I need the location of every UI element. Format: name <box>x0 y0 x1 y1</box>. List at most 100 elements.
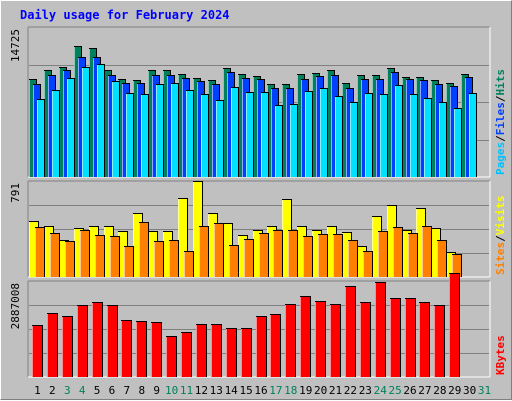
bar-body <box>229 245 239 277</box>
bar-body <box>136 321 147 377</box>
bar <box>261 92 269 177</box>
bar-body <box>259 233 269 277</box>
bar-body <box>300 296 311 377</box>
bar-body <box>345 286 356 377</box>
bar <box>126 93 134 177</box>
bar-body <box>52 90 60 177</box>
bar-body <box>261 92 269 177</box>
bar-body <box>390 298 401 377</box>
bar <box>345 286 356 377</box>
bar <box>288 230 298 277</box>
bar <box>335 96 343 177</box>
x-tick-label: 30 <box>463 384 476 397</box>
bar <box>141 94 149 177</box>
bar <box>422 226 432 277</box>
bar-body <box>141 94 149 177</box>
bar-body <box>82 67 90 177</box>
bar-body <box>315 301 326 377</box>
bar <box>92 302 103 377</box>
bar-body <box>89 226 99 277</box>
x-tick-label: 8 <box>138 384 145 397</box>
bar-body <box>65 241 75 277</box>
bar <box>171 83 179 177</box>
bar-body <box>223 223 233 277</box>
bar-body <box>439 102 447 177</box>
bar-body <box>92 302 103 377</box>
bar <box>350 102 358 177</box>
bar <box>434 305 445 377</box>
y-tick-label: 791 <box>9 183 22 203</box>
bar <box>112 81 120 177</box>
bar-body <box>80 230 90 277</box>
bar-body <box>238 235 248 277</box>
bar-body <box>29 221 39 277</box>
bar <box>201 94 209 177</box>
bar-body <box>211 324 222 377</box>
x-tick-label: 5 <box>94 384 101 397</box>
bar-body <box>186 90 194 177</box>
bar <box>305 91 313 177</box>
bar <box>62 316 73 377</box>
bar <box>226 328 237 377</box>
x-tick-label: 12 <box>195 384 208 397</box>
bar <box>405 298 416 377</box>
bar <box>151 322 162 377</box>
bar-body <box>32 325 43 377</box>
bar-body <box>452 254 462 277</box>
bar <box>154 241 164 277</box>
bar-body <box>169 240 179 277</box>
bar-body <box>107 305 118 377</box>
legend-entry: Files <box>494 102 507 135</box>
bar <box>52 90 60 177</box>
bar <box>408 233 418 277</box>
bar-body <box>437 240 447 277</box>
bar <box>67 78 75 177</box>
bar-body <box>104 226 114 277</box>
bar <box>270 314 281 377</box>
bar-body <box>360 302 371 377</box>
bar <box>380 94 388 177</box>
bar-body <box>431 228 441 277</box>
bar <box>333 234 343 277</box>
x-tick-label: 27 <box>418 384 431 397</box>
bar <box>419 302 430 377</box>
x-tick-label: 31 <box>478 384 491 397</box>
bar <box>424 98 432 177</box>
bar <box>196 324 207 377</box>
bar-body <box>446 252 456 277</box>
bar-body <box>118 231 128 277</box>
bar-body <box>469 93 477 177</box>
bar-body <box>410 94 418 177</box>
legend-separator: / <box>494 235 507 242</box>
bar-body <box>156 84 164 177</box>
bar-body <box>434 305 445 377</box>
bar-body <box>333 234 343 277</box>
x-tick-label: 11 <box>180 384 193 397</box>
bar <box>315 301 326 377</box>
bar-body <box>216 100 224 177</box>
bar-body <box>74 228 84 277</box>
x-tick-label: 26 <box>403 384 416 397</box>
bar-body <box>253 230 263 277</box>
bar-body <box>199 226 209 277</box>
bar-body <box>350 102 358 177</box>
bar-body <box>126 93 134 177</box>
bar <box>360 302 371 377</box>
bar <box>186 90 194 177</box>
bar <box>95 235 105 277</box>
bar <box>107 305 118 377</box>
bar-body <box>320 88 328 177</box>
bar <box>65 241 75 277</box>
bar <box>35 227 45 277</box>
x-tick-label: 20 <box>314 384 327 397</box>
bar-body <box>282 199 292 277</box>
bar <box>275 105 283 177</box>
bar <box>47 313 58 377</box>
bar <box>136 321 147 377</box>
bar-body <box>318 234 328 277</box>
bar-body <box>110 236 120 277</box>
bar <box>259 233 269 277</box>
bar-body <box>405 298 416 377</box>
x-tick-label: 14 <box>225 384 239 397</box>
